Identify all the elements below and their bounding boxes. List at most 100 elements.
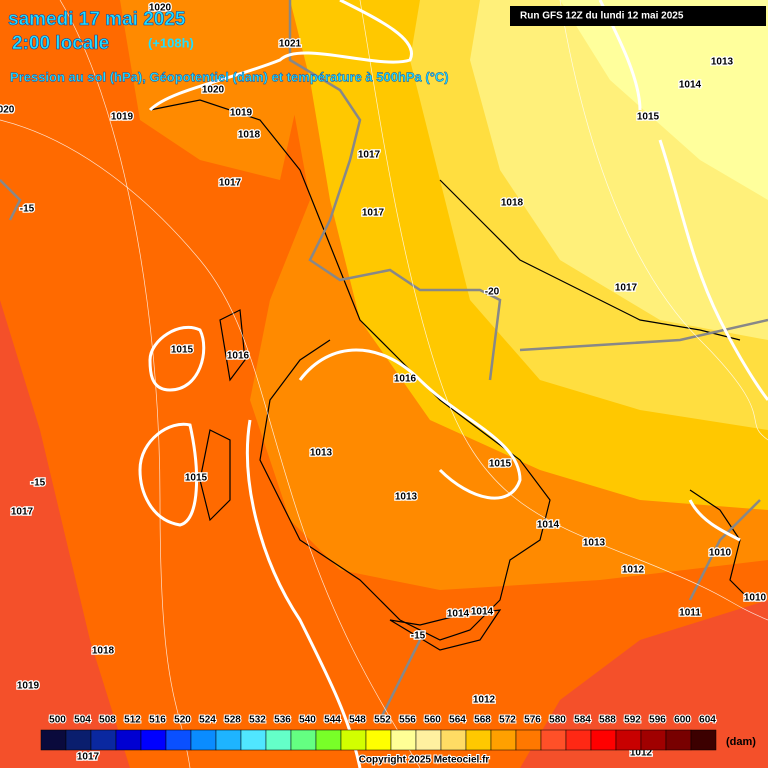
legend-level: 508 [99, 715, 116, 726]
legend-level: 580 [549, 715, 566, 726]
subtitle: Pression au sol (hPa), Géopotentiel (dam… [10, 69, 449, 84]
legend-level: 572 [499, 715, 516, 726]
pressure-label: 1017 [11, 507, 34, 518]
pressure-label: 1015 [171, 345, 194, 356]
legend-level: 520 [174, 715, 191, 726]
legend-unit: (dam) [726, 736, 756, 748]
legend-level: 556 [399, 715, 416, 726]
legend-swatch [165, 729, 192, 751]
temperature-label: -15 [20, 204, 35, 215]
pressure-label: 1013 [310, 448, 333, 459]
legend-swatch [40, 729, 67, 751]
run-box [510, 6, 766, 26]
pressure-label: 020 [0, 105, 15, 116]
legend-level: 604 [699, 715, 716, 726]
coastlines [149, 99, 751, 651]
pressure-label: 1021 [279, 39, 302, 50]
pressure-label: 1017 [77, 752, 100, 763]
legend-level: 532 [249, 715, 266, 726]
pressure-label: 1017 [219, 178, 242, 189]
pressure-label: 1017 [362, 208, 385, 219]
legend-swatch [665, 729, 692, 751]
forecast-lead: (+108h) [148, 35, 194, 50]
legend-swatch [115, 729, 142, 751]
pressure-label: 1019 [230, 108, 253, 119]
pressure-label: 1019 [17, 681, 40, 692]
pressure-label: 1016 [394, 374, 417, 385]
pressure-label: 1012 [622, 565, 645, 576]
forecast-date: samedi 17 mai 2025 [8, 9, 186, 30]
color-legend: 500 504 508 512 516 520 524 528 532 536 540 544 548 5… [40, 714, 717, 751]
legend-level: 560 [424, 715, 441, 726]
legend-level: 504 [74, 715, 91, 726]
pressure-label: 1018 [92, 646, 115, 657]
pressure-label: 1015 [489, 459, 512, 470]
legend-level: 592 [624, 715, 641, 726]
legend-swatch [190, 729, 217, 751]
legend-level: 576 [524, 715, 541, 726]
pressure-label: 1014 [679, 80, 702, 91]
legend-swatch [640, 729, 667, 751]
pressure-label: 1013 [583, 538, 606, 549]
pressure-label: 1014 [471, 607, 494, 618]
legend-swatch [215, 729, 242, 751]
legend-level: 552 [374, 715, 391, 726]
legend-level: 584 [574, 715, 591, 726]
pressure-label: 1013 [395, 492, 418, 503]
legend-swatch [65, 729, 92, 751]
temperature-label: -15 [411, 631, 426, 642]
pressure-label: 1018 [238, 130, 261, 141]
legend-level: 528 [224, 715, 241, 726]
legend-level: 564 [449, 715, 466, 726]
legend-swatch [340, 729, 367, 751]
legend-swatch [140, 729, 167, 751]
legend-level: 544 [324, 715, 341, 726]
legend-level: 540 [299, 715, 316, 726]
legend-level: 524 [199, 715, 216, 726]
legend-swatch [565, 729, 592, 751]
pressure-label: 1015 [637, 112, 660, 123]
legend-level: 568 [474, 715, 491, 726]
forecast-time: 2:00 locale [12, 33, 109, 54]
legend-level: 588 [599, 715, 616, 726]
legend-swatch [365, 729, 392, 751]
pressure-label: 1018 [501, 198, 524, 209]
legend-swatch [590, 729, 617, 751]
copyright: Copyright 2025 Meteociel.fr [359, 755, 490, 766]
pressure-label: 1017 [615, 283, 638, 294]
legend-level: 548 [349, 715, 366, 726]
pressure-label: 1010 [744, 593, 767, 604]
legend-swatch [515, 729, 542, 751]
pressure-label: 1017 [358, 150, 381, 161]
legend-level: 512 [124, 715, 141, 726]
pressure-label: 1014 [447, 609, 470, 620]
borders [0, 0, 768, 721]
legend-swatch [690, 729, 717, 751]
legend-swatch [615, 729, 642, 751]
legend-swatch [390, 729, 417, 751]
pressure-label: 1010 [709, 548, 732, 559]
legend-swatch [540, 729, 567, 751]
legend-swatch [465, 729, 492, 751]
temperature-label: -15 [31, 478, 46, 489]
legend-swatch [415, 729, 442, 751]
legend-swatch [240, 729, 267, 751]
legend-level: 600 [674, 715, 691, 726]
pressure-label: 1012 [473, 695, 496, 706]
pressure-label: 1016 [227, 351, 250, 362]
pressure-label: 1011 [679, 608, 701, 619]
legend-swatch [315, 729, 342, 751]
pressure-label: 1020 [149, 3, 172, 14]
legend-swatch [290, 729, 317, 751]
pressure-label: 1020 [202, 85, 225, 96]
legend-level: 516 [149, 715, 166, 726]
legend-swatch [90, 729, 117, 751]
pressure-label: 1015 [185, 473, 208, 484]
pressure-label: 1019 [111, 112, 134, 123]
legend-level: 596 [649, 715, 666, 726]
pressure-label: 1013 [711, 57, 734, 68]
